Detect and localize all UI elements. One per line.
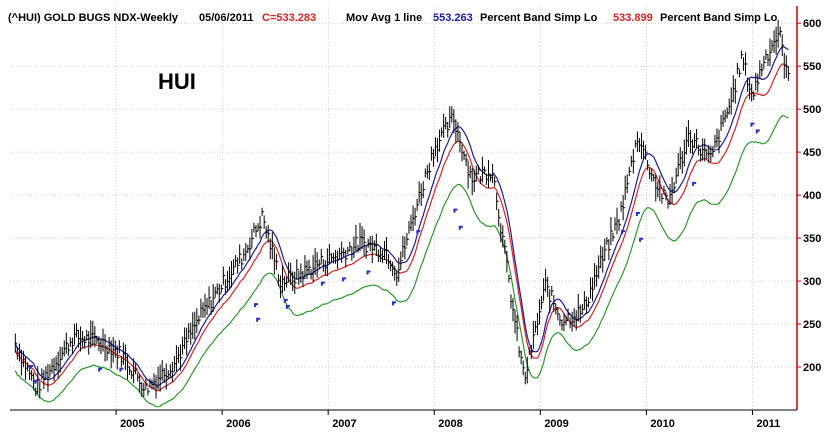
signal-marker [254, 303, 259, 308]
signal-marker [366, 270, 371, 275]
signal-marker [416, 230, 421, 235]
signal-marker [621, 230, 626, 235]
mov-avg-series [14, 46, 789, 386]
signal-marker [342, 277, 347, 282]
marker-series [29, 122, 760, 384]
y-tick-label: 300 [803, 276, 821, 288]
x-tick-label: 2009 [544, 418, 568, 430]
y-tick-label: 350 [803, 233, 821, 245]
signal-marker [283, 298, 288, 303]
signal-marker [750, 122, 755, 127]
chart-title: HUI [158, 69, 196, 94]
header-band1-value: 533.899 [613, 12, 653, 24]
price-series [14, 19, 791, 399]
header-close: C=533.283 [262, 12, 316, 24]
y-tick-label: 550 [803, 61, 821, 73]
x-tick-label: 2007 [332, 418, 356, 430]
signal-marker [34, 379, 39, 384]
header-band2-label: Percent Band Simp Lo [660, 12, 778, 24]
signal-marker [458, 225, 463, 230]
x-tick-label: 2008 [438, 418, 462, 430]
x-tick-label: 2010 [650, 418, 674, 430]
y-tick-label: 600 [803, 18, 821, 30]
x-tick-label: 2011 [756, 418, 780, 430]
header-mov-avg-label: Mov Avg 1 line [346, 12, 422, 24]
signal-marker [119, 367, 124, 372]
mov-avg-line [14, 46, 789, 386]
signal-marker [29, 365, 34, 370]
signal-marker [635, 212, 640, 217]
signal-marker [285, 304, 290, 309]
y-tick-label: 250 [803, 319, 821, 331]
band1-series [14, 63, 789, 392]
header-mov-avg-value: 553.263 [433, 12, 473, 24]
header-symbol: (^HUI) GOLD BUGS NDX-Weekly [8, 12, 179, 24]
y-tick-label: 400 [803, 190, 821, 202]
signal-marker [98, 367, 103, 372]
grid [10, 6, 797, 410]
signal-marker [755, 129, 760, 134]
y-tick-label: 450 [803, 147, 821, 159]
signal-marker [320, 281, 325, 286]
signal-marker [692, 181, 697, 186]
y-tick-label: 500 [803, 104, 821, 116]
band2-series [14, 115, 789, 408]
band1-line [14, 63, 789, 392]
x-tick-label: 2005 [120, 418, 144, 430]
header-band1-label: Percent Band Simp Lo [480, 12, 598, 24]
header-line: (^HUI) GOLD BUGS NDX-Weekly 05/06/2011 C… [8, 12, 778, 24]
signal-marker [453, 208, 458, 213]
band2-line [14, 115, 789, 408]
header-date: 05/06/2011 [199, 12, 253, 24]
signal-marker [256, 317, 261, 322]
signal-marker [639, 237, 644, 242]
axes: 200 250 300 350 400 450 500 550 600 2005 2006 2007 2… [10, 6, 821, 430]
y-tick-label: 200 [803, 362, 821, 374]
signal-marker [391, 301, 396, 306]
x-tick-label: 2006 [226, 418, 250, 430]
